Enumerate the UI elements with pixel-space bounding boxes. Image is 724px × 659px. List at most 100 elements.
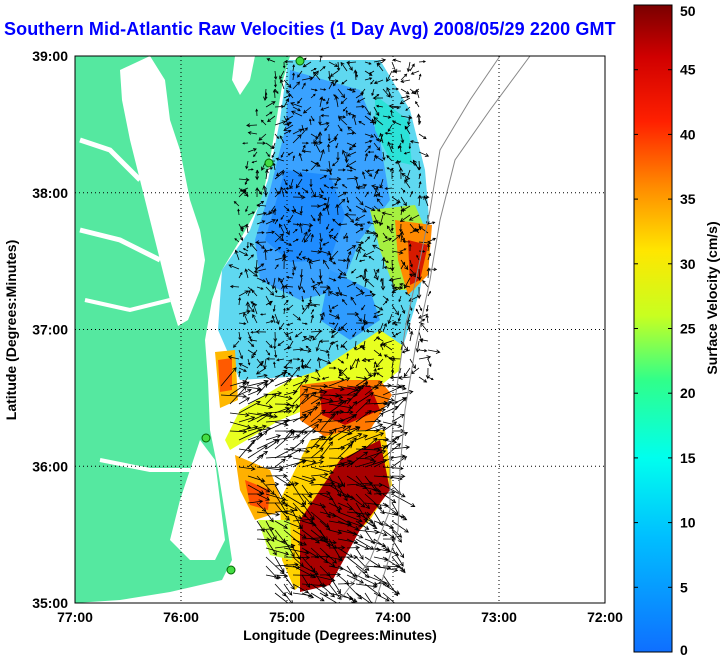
- velocity-arrow: [247, 268, 258, 277]
- velocity-arrow: [251, 289, 258, 297]
- velocity-arrow: [273, 340, 277, 350]
- velocity-arrow: [415, 308, 420, 315]
- velocity-arrow: [287, 214, 294, 224]
- colorbar-tick-label: 0: [680, 642, 688, 658]
- velocity-arrow: [355, 493, 371, 510]
- colorbar-tick-label: 10: [680, 515, 696, 531]
- velocity-arrow: [400, 196, 407, 207]
- velocity-arrow: [292, 238, 299, 243]
- velocity-arrow: [328, 394, 344, 400]
- velocity-arrow: [283, 307, 286, 315]
- velocity-arrow: [256, 220, 266, 225]
- velocity-arrow: [238, 271, 243, 279]
- velocity-arrow: [391, 520, 409, 533]
- colorbar-tick-label: 15: [680, 450, 696, 466]
- velocity-arrow: [256, 403, 274, 409]
- velocity-arrow: [251, 349, 258, 359]
- velocity-arrow: [343, 232, 348, 240]
- velocity-arrow: [274, 447, 295, 459]
- velocity-arrow: [319, 187, 324, 194]
- velocity-arrow: [364, 380, 383, 396]
- velocity-arrow: [283, 520, 303, 530]
- velocity-arrow: [411, 88, 420, 94]
- velocity-arrow: [279, 78, 285, 90]
- velocity-arrow: [400, 304, 406, 315]
- velocity-arrow: [292, 228, 298, 234]
- velocity-arrow: [391, 286, 397, 297]
- velocity-arrow: [263, 358, 267, 370]
- velocity-arrow: [283, 366, 301, 387]
- velocity-arrow: [347, 126, 357, 135]
- x-tick-label: 77:00: [57, 609, 93, 625]
- velocity-arrow: [341, 184, 348, 189]
- velocity-arrow: [292, 64, 295, 72]
- velocity-arrow: [423, 195, 429, 207]
- velocity-arrow: [328, 79, 339, 83]
- velocity-arrow: [319, 148, 325, 162]
- velocity-arrow: [382, 237, 393, 243]
- velocity-arrow: [245, 205, 249, 213]
- velocity-arrow: [418, 133, 427, 140]
- velocity-arrow: [238, 416, 256, 423]
- velocity-arrow: [252, 313, 258, 324]
- velocity-arrow: [427, 244, 430, 252]
- velocity-arrow: [301, 304, 305, 311]
- velocity-arrow: [309, 178, 313, 188]
- velocity-arrow: [382, 88, 391, 98]
- velocity-arrow: [346, 413, 358, 423]
- velocity-arrow: [426, 267, 431, 279]
- velocity-arrow: [292, 128, 303, 135]
- velocity-arrow: [243, 312, 249, 324]
- velocity-arrow: [335, 203, 340, 216]
- velocity-arrow: [427, 376, 434, 381]
- velocity-arrow: [263, 248, 268, 261]
- velocity-arrow: [301, 411, 312, 423]
- velocity-arrow: [346, 574, 365, 584]
- velocity-arrow: [283, 121, 293, 126]
- velocity-arrow: [310, 574, 336, 583]
- velocity-arrow: [333, 232, 339, 239]
- velocity-arrow: [349, 166, 357, 171]
- velocity-arrow: [397, 313, 402, 322]
- velocity-arrow: [391, 87, 399, 91]
- velocity-arrow: [364, 152, 368, 162]
- velocity-arrow: [310, 308, 314, 315]
- velocity-arrow: [346, 445, 367, 459]
- velocity-arrow: [229, 379, 248, 387]
- velocity-arrow: [274, 232, 285, 242]
- velocity-arrow: [427, 237, 437, 243]
- velocity-arrow: [319, 241, 323, 251]
- velocity-arrow: [401, 173, 411, 180]
- velocity-arrow: [337, 493, 355, 500]
- velocity-arrow: [373, 79, 384, 85]
- sound-water: [170, 440, 225, 560]
- velocity-arrow: [328, 330, 336, 334]
- velocity-arrow: [238, 439, 256, 459]
- velocity-arrow: [355, 434, 368, 441]
- velocity-arrow: [409, 268, 417, 276]
- velocity-arrow: [301, 391, 317, 405]
- velocity-arrow: [337, 222, 348, 227]
- velocity-arrow: [398, 375, 411, 381]
- velocity-arrow: [247, 340, 255, 348]
- velocity-arrow: [328, 520, 353, 527]
- velocity-arrow: [247, 432, 263, 450]
- velocity-arrow: [391, 322, 398, 326]
- velocity-arrow: [307, 301, 321, 307]
- velocity-arrow: [373, 349, 383, 357]
- velocity-arrow: [265, 101, 276, 108]
- velocity-arrow: [256, 383, 268, 396]
- velocity-arrow: [418, 73, 422, 81]
- velocity-arrow: [242, 142, 249, 145]
- velocity-arrow: [377, 367, 384, 371]
- velocity-arrow: [364, 482, 384, 488]
- velocity-arrow: [418, 173, 422, 180]
- velocity-arrow: [283, 365, 294, 370]
- velocity-arrow: [346, 245, 357, 252]
- velocity-arrow: [355, 392, 375, 405]
- velocity-arrow: [364, 511, 376, 528]
- velocity-arrow: [292, 388, 309, 405]
- velocity-arrow: [256, 203, 267, 208]
- velocity-arrow: [244, 268, 249, 279]
- velocity-arrow: [265, 420, 289, 432]
